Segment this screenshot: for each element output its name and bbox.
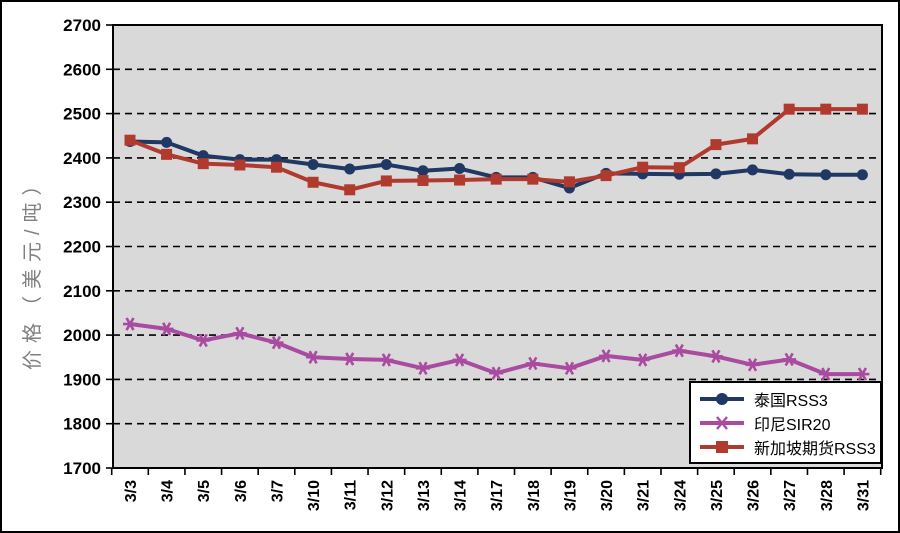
x-tick-label: 3/5 [196,480,213,502]
line-asterisk-marker-icon [700,416,744,430]
data-point [674,343,684,358]
data-point [234,159,246,171]
data-point [454,163,466,175]
x-tick-label: 3/21 [636,480,653,511]
y-tick-label: 2700 [63,16,101,35]
data-point [271,335,282,350]
y-tick-label: 2200 [63,238,101,257]
y-tick-label: 2500 [63,105,101,124]
x-tick-label: 3/28 [819,480,836,511]
data-point [710,139,722,151]
data-point [380,159,392,171]
x-tick-label: 3/31 [855,480,872,511]
data-point [344,184,356,196]
x-tick-label: 3/17 [489,480,506,511]
y-tick-label: 2000 [63,326,101,345]
x-tick-label: 3/24 [672,480,689,511]
data-point [747,164,759,176]
data-point [307,176,319,188]
y-tick-label: 2100 [63,282,101,301]
data-point [161,322,172,336]
x-tick-label: 3/26 [746,480,763,511]
data-point [857,367,868,381]
x-tick-label: 3/11 [343,480,360,510]
data-point [381,353,391,367]
x-tick-label: 3/27 [782,480,799,511]
data-point [490,173,502,185]
data-point [710,168,722,180]
x-tick-label: 3/10 [306,480,323,511]
y-tick-label: 2600 [63,60,101,79]
x-tick-label: 3/7 [269,480,286,502]
y-tick-label: 1800 [63,415,101,434]
data-point [198,333,208,348]
legend-label: 新加坡期货RSS3 [754,441,876,458]
data-point [308,350,318,364]
data-point [600,170,612,182]
data-point [564,361,575,376]
data-point [161,136,173,148]
data-point [528,356,538,371]
data-point [345,352,355,366]
data-point [856,103,868,115]
data-point [747,133,759,145]
data-point [783,103,795,115]
data-point [637,161,649,173]
data-point [417,165,429,177]
x-tick-label: 3/3 [123,480,140,502]
data-point [417,174,429,186]
x-tick-label: 3/14 [453,480,470,511]
data-point [638,353,648,367]
data-point [821,367,831,381]
data-point [820,103,832,115]
y-tick-label: 2400 [63,149,101,168]
legend-item-indonesia-sir20: 印尼SIR20 [699,411,872,435]
data-point [820,169,832,181]
y-tick-label: 1700 [63,459,101,478]
y-tick-label: 1900 [63,370,101,389]
data-point [270,161,282,173]
data-point [161,148,173,160]
x-tick-label: 3/6 [233,480,250,502]
x-tick-label: 3/20 [599,480,616,511]
x-tick-label: 3/25 [709,480,726,511]
data-point [124,134,136,146]
data-point [856,169,868,181]
x-tick-label: 3/4 [160,480,177,502]
data-point [563,176,575,188]
x-tick-label: 3/19 [562,480,579,511]
data-point [601,349,611,363]
data-point [527,173,539,185]
data-point [235,326,245,341]
line-square-marker-icon [700,441,744,453]
data-point [454,174,466,186]
x-tick-label: 3/18 [526,480,543,511]
data-point [454,353,465,367]
data-point [491,366,501,380]
y-tick-label: 2300 [63,193,101,212]
legend-item-thailand-rss3: 泰国RSS3 [699,387,872,411]
data-point [197,158,209,170]
data-point [380,175,392,187]
legend-label: 泰国RSS3 [754,393,828,410]
data-point [344,163,356,175]
data-point [783,168,795,180]
legend: 泰国RSS3 印尼SIR20 新加坡期货RSS3 [689,381,882,464]
x-tick-label: 3/12 [379,480,396,511]
data-point [673,162,685,174]
data-point [747,358,758,372]
data-point [307,159,319,171]
data-point [784,352,794,367]
data-point [125,317,135,331]
x-tick-label: 3/13 [416,480,433,511]
legend-item-singapore-futures-rss3: 新加坡期货RSS3 [699,435,876,459]
data-point [418,361,428,376]
data-point [711,349,721,364]
line-circle-marker-icon [700,393,744,405]
y-axis-title: 价格（美元/吨） [22,168,44,370]
legend-label: 印尼SIR20 [754,417,831,434]
